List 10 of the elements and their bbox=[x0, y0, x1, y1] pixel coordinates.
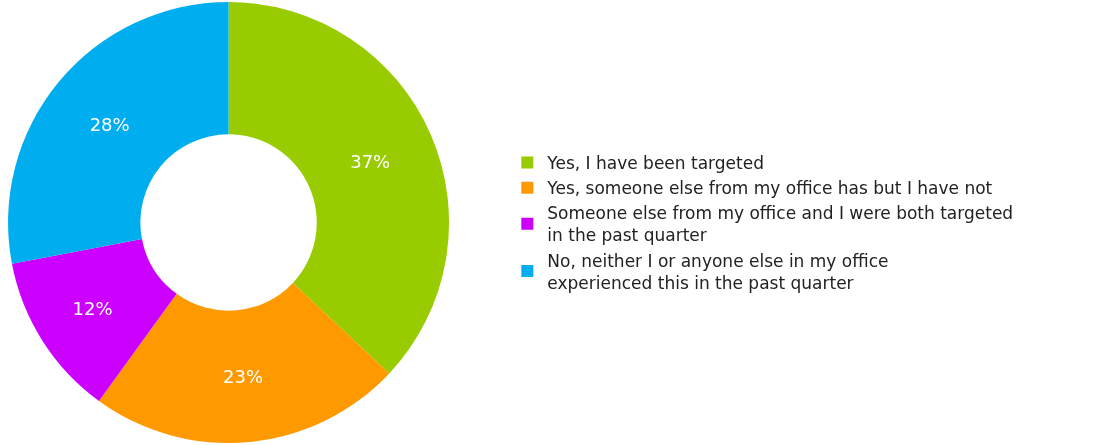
data-label: 28% bbox=[89, 113, 130, 135]
data-label: 23% bbox=[223, 365, 264, 387]
legend-label: No, neither I or anyone else in my office experienced this in the past quarter bbox=[547, 250, 889, 293]
donut-slice bbox=[11, 239, 177, 401]
legend-label: Yes, I have been targeted bbox=[546, 153, 764, 174]
legend-label: Someone else from my office and I were both targeted in the past quarter bbox=[547, 203, 1014, 246]
donut-slice bbox=[8, 2, 229, 264]
legend-label: Yes, someone else from my office has but I have not bbox=[546, 178, 993, 199]
data-label: 37% bbox=[350, 150, 391, 172]
data-label: 12% bbox=[72, 298, 113, 320]
